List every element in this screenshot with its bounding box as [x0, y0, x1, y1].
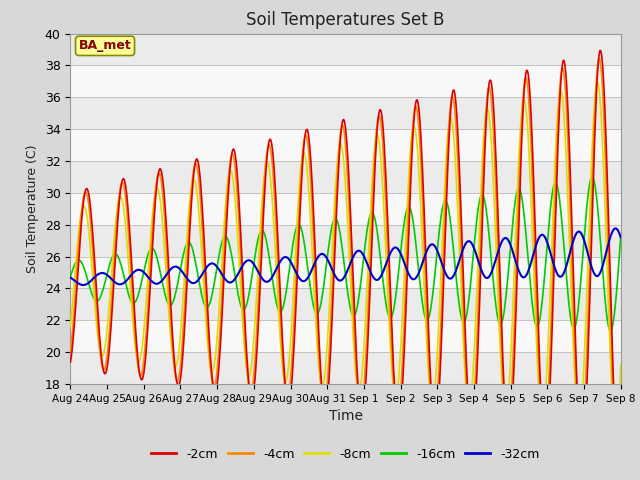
-32cm — [79, 282, 87, 288]
-16cm — [133, 296, 141, 301]
Bar — [70, 161, 621, 193]
-2cm — [189, 180, 196, 186]
Bar — [70, 193, 621, 225]
-4cm — [413, 104, 420, 110]
Title: Soil Temperatures Set B: Soil Temperatures Set B — [246, 11, 445, 29]
Bar — [70, 320, 621, 352]
-32cm — [134, 267, 141, 273]
-32cm — [77, 282, 84, 288]
-8cm — [612, 423, 620, 429]
-32cm — [429, 242, 437, 248]
-16cm — [67, 274, 74, 279]
-2cm — [429, 408, 436, 413]
-32cm — [617, 235, 625, 240]
Bar — [70, 97, 621, 129]
-8cm — [617, 362, 625, 368]
-16cm — [218, 239, 226, 245]
Line: -16cm: -16cm — [70, 177, 621, 331]
Bar — [70, 129, 621, 161]
-32cm — [190, 280, 198, 286]
-4cm — [614, 447, 621, 453]
-8cm — [133, 355, 141, 360]
-32cm — [67, 275, 74, 280]
-4cm — [133, 356, 141, 361]
-8cm — [218, 258, 226, 264]
Bar — [70, 225, 621, 257]
-16cm — [589, 174, 596, 180]
Legend: -2cm, -4cm, -8cm, -16cm, -32cm: -2cm, -4cm, -8cm, -16cm, -32cm — [147, 443, 545, 466]
-8cm — [429, 398, 436, 404]
-2cm — [617, 442, 625, 448]
-4cm — [596, 56, 604, 61]
-16cm — [189, 247, 196, 253]
-16cm — [607, 328, 614, 334]
-2cm — [614, 456, 622, 461]
-2cm — [596, 48, 604, 53]
Bar — [70, 352, 621, 384]
-2cm — [133, 346, 141, 352]
Line: -32cm: -32cm — [70, 228, 621, 285]
-8cm — [67, 324, 74, 330]
-16cm — [413, 246, 420, 252]
-4cm — [218, 290, 226, 296]
-4cm — [189, 172, 196, 178]
Bar — [70, 288, 621, 320]
-16cm — [77, 258, 84, 264]
-8cm — [189, 178, 196, 183]
Bar — [70, 34, 621, 65]
Text: BA_met: BA_met — [79, 39, 131, 52]
-16cm — [429, 293, 436, 299]
-8cm — [77, 215, 84, 221]
-8cm — [593, 80, 601, 85]
X-axis label: Time: Time — [328, 409, 363, 423]
-2cm — [77, 234, 84, 240]
-4cm — [67, 348, 74, 354]
Line: -2cm: -2cm — [70, 50, 621, 458]
-32cm — [612, 226, 620, 231]
-2cm — [413, 97, 420, 103]
-2cm — [218, 314, 226, 320]
Bar — [70, 65, 621, 97]
-4cm — [617, 417, 625, 422]
-32cm — [219, 273, 227, 278]
Line: -4cm: -4cm — [70, 59, 621, 450]
-4cm — [77, 221, 84, 227]
-8cm — [413, 135, 420, 141]
-2cm — [67, 359, 74, 365]
Y-axis label: Soil Temperature (C): Soil Temperature (C) — [26, 144, 39, 273]
Bar — [70, 257, 621, 288]
-32cm — [413, 273, 421, 279]
-4cm — [429, 413, 436, 419]
-16cm — [617, 233, 625, 239]
Line: -8cm: -8cm — [70, 83, 621, 426]
